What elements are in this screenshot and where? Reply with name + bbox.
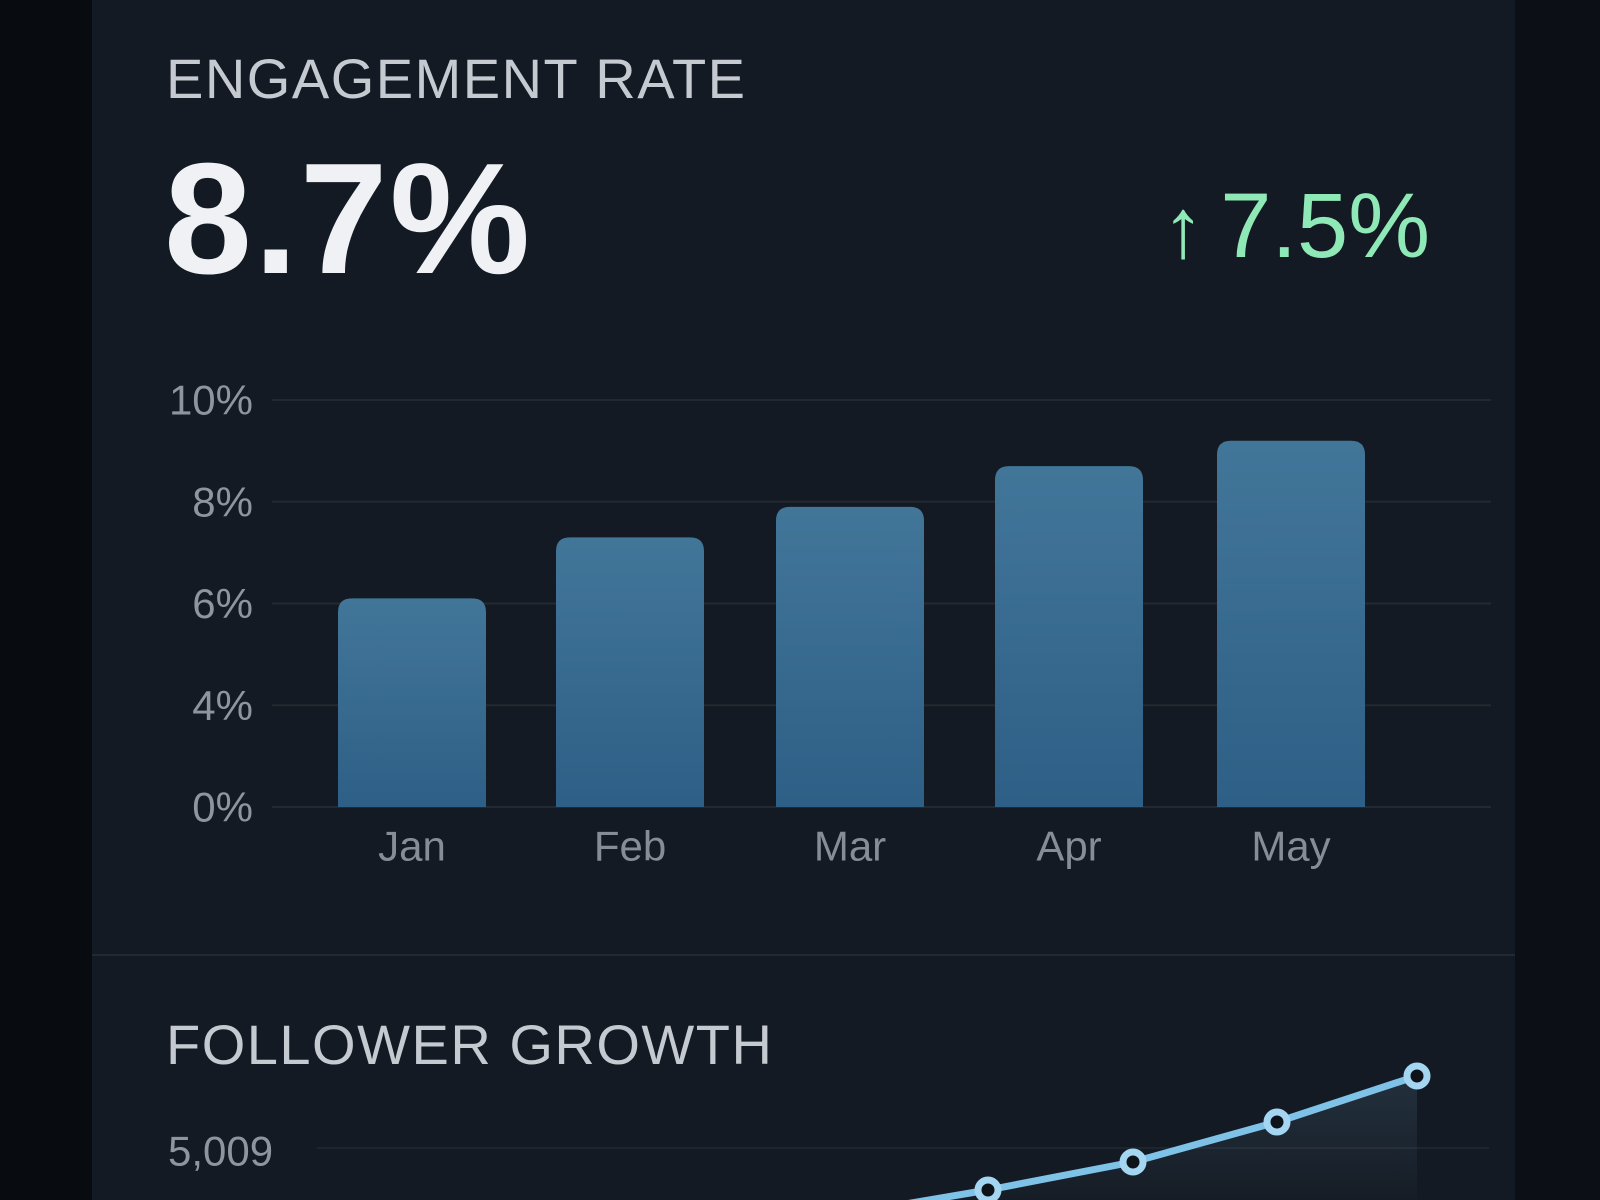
follower-data-point xyxy=(1263,1108,1291,1136)
follower-y-tick: 5,009 xyxy=(168,1128,273,1175)
follower-area-fill xyxy=(928,1076,1417,1200)
engagement-rate-value: 8.7% xyxy=(164,131,533,307)
engagement-x-label: Apr xyxy=(1036,823,1101,870)
engagement-y-tick: 0% xyxy=(192,784,253,831)
engagement-x-label: May xyxy=(1251,823,1330,870)
engagement-y-tick: 6% xyxy=(192,580,253,627)
up-arrow-icon: ↑ xyxy=(1162,181,1205,275)
engagement-y-tick: 4% xyxy=(192,682,253,729)
engagement-x-label: Mar xyxy=(814,823,886,870)
bar-mar xyxy=(776,506,924,807)
bar-apr xyxy=(995,466,1143,807)
engagement-delta-value: 7.5% xyxy=(1220,175,1430,277)
engagement-rate-title: ENGAGEMENT RATE xyxy=(166,47,747,110)
section-divider xyxy=(92,954,1515,956)
follower-data-point xyxy=(974,1176,1002,1200)
engagement-y-tick: 8% xyxy=(192,478,253,525)
engagement-y-tick: 10% xyxy=(169,377,253,424)
follower-data-point xyxy=(1119,1148,1147,1176)
engagement-delta: ↑ 7.5% xyxy=(1100,180,1430,272)
follower-growth-title: FOLLOWER GROWTH xyxy=(166,1013,774,1076)
bar-feb xyxy=(556,537,704,807)
right-margin xyxy=(1515,0,1600,1200)
bar-may xyxy=(1217,440,1365,807)
engagement-x-label: Feb xyxy=(594,823,666,870)
follower-data-point xyxy=(1403,1062,1431,1090)
engagement-x-label: Jan xyxy=(378,823,446,870)
bar-jan xyxy=(338,598,486,807)
